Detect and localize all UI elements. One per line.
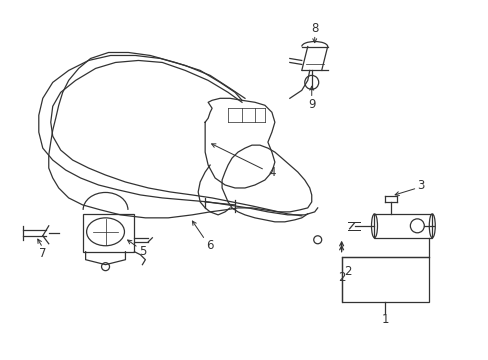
Text: 6: 6 [206,239,213,252]
Text: 7: 7 [39,247,46,260]
Text: 9: 9 [307,98,315,111]
Text: 5: 5 [139,245,146,258]
Bar [374,214,431,238]
Text: 3: 3 [417,180,424,193]
Bar [82,214,134,252]
Text: 2: 2 [343,265,351,278]
Text: 4: 4 [267,166,275,179]
Text: 8: 8 [310,22,318,35]
Bar [341,257,428,302]
Text: 1: 1 [381,313,388,326]
Text: 2: 2 [337,271,345,284]
